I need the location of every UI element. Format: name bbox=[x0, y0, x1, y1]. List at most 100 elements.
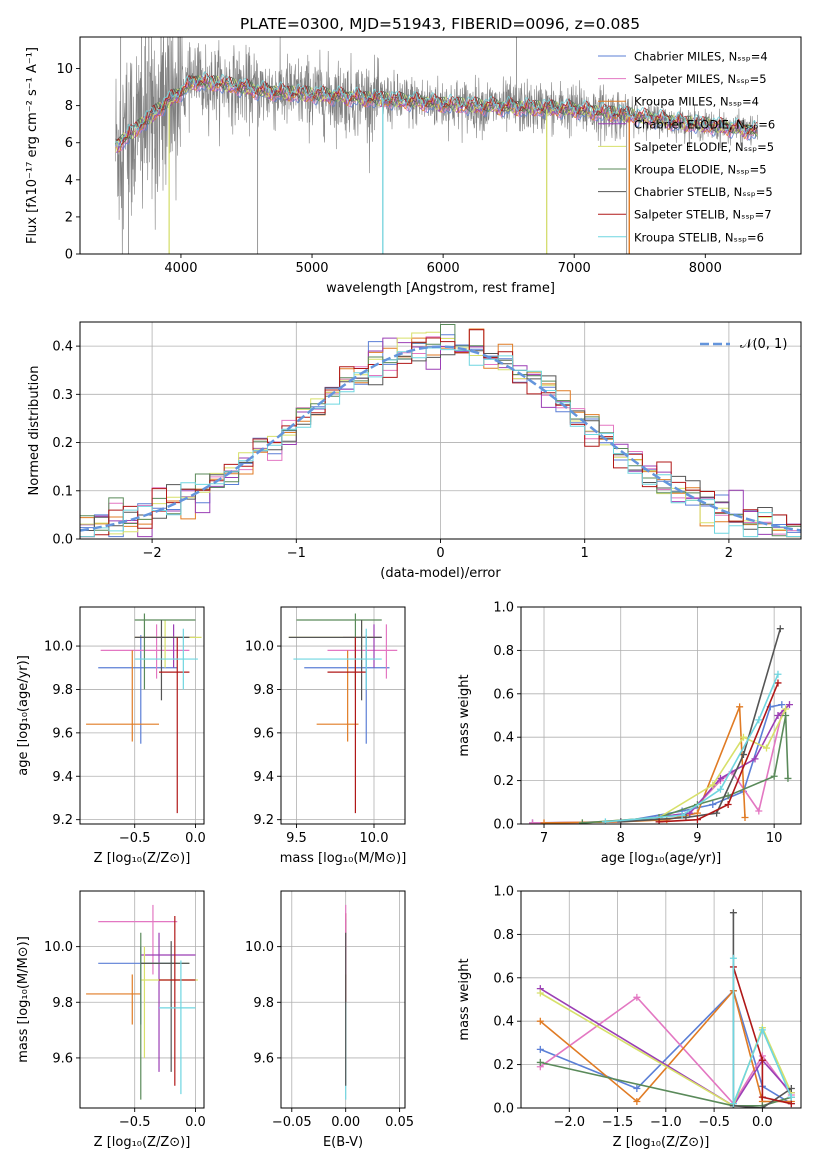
y-tick-label: 9.6 bbox=[253, 726, 274, 741]
weight-marker bbox=[536, 1017, 544, 1025]
y-axis-label: Flux [fλ10⁻¹⁷ erg cm⁻² s⁻¹ A⁻¹] bbox=[25, 47, 40, 244]
weight-marker bbox=[724, 800, 732, 808]
weight-marker bbox=[655, 818, 663, 824]
x-tick-label: 8 bbox=[617, 831, 625, 846]
weight-marker bbox=[536, 1045, 544, 1053]
weight-marker bbox=[755, 807, 763, 815]
y-axis-label: mass weight bbox=[457, 674, 472, 756]
y-tick-label: 9.8 bbox=[52, 996, 73, 1011]
weight-marker bbox=[751, 755, 759, 763]
y-tick-label: 10.0 bbox=[44, 940, 73, 955]
age_vs_Z-panel: −0.5 0.0 9.2 9.4 9.6 9.8 10.0 Z [log₁₀(Z/Z⊙)] ag… bbox=[16, 606, 206, 866]
y-tick-label: 0 bbox=[65, 248, 73, 263]
x-tick-label: 8000 bbox=[689, 261, 722, 276]
y-tick-label: 0.4 bbox=[493, 1015, 514, 1030]
axes-frame bbox=[280, 606, 406, 825]
y-tick-label: 6 bbox=[65, 136, 73, 151]
weight-marker bbox=[633, 993, 641, 1001]
mass_vs_ebv-panel: −0.05 0.00 0.05 9.6 9.8 10.0 E(B-V) bbox=[245, 890, 414, 1150]
y-tick-label: 10.0 bbox=[44, 640, 73, 655]
weight-marker bbox=[739, 733, 747, 741]
y-tick-label: 9.2 bbox=[253, 813, 274, 828]
y-tick-label: 0.4 bbox=[52, 340, 73, 355]
y-tick-label: 0.4 bbox=[493, 731, 514, 746]
y-tick-label: 1.0 bbox=[493, 601, 514, 616]
y-tick-label: 0.1 bbox=[52, 484, 73, 499]
x-tick-label: 7 bbox=[540, 831, 548, 846]
weight-marker bbox=[770, 772, 778, 780]
x-tick-label: 2 bbox=[725, 546, 733, 561]
legend-label: Salpeter MILES, Nₛₛₚ=5 bbox=[634, 72, 767, 86]
axes-frame bbox=[280, 890, 406, 1109]
y-tick-label: 4 bbox=[65, 173, 73, 188]
weight-marker bbox=[784, 774, 792, 782]
x-tick-label: 0.00 bbox=[331, 1115, 360, 1130]
weight-marker bbox=[758, 1104, 766, 1108]
weight-marker bbox=[736, 703, 744, 711]
x-tick-label: −1.0 bbox=[650, 1115, 682, 1130]
weight-marker bbox=[540, 819, 548, 824]
axes-frame bbox=[79, 36, 802, 255]
weight-marker bbox=[716, 774, 724, 782]
weight-marker bbox=[536, 989, 544, 997]
x-tick-label: −2.0 bbox=[553, 1115, 585, 1130]
weight-marker bbox=[729, 1100, 737, 1108]
y-axis-label: Normed distribution bbox=[27, 366, 42, 496]
x-axis-label: (data-model)/error bbox=[380, 566, 501, 581]
axes-frame bbox=[79, 890, 205, 1109]
model-line bbox=[115, 71, 758, 147]
weight-marker bbox=[617, 818, 625, 824]
weight-line bbox=[732, 958, 793, 1104]
weight-marker bbox=[774, 679, 782, 687]
legend-label: Chabrier ELODIE, Nₛₛₚ=6 bbox=[634, 117, 775, 131]
y-axis-label: mass [log₁₀(M/M⊙)] bbox=[16, 936, 31, 1063]
spectrum-panel: 4000 5000 6000 7000 8000 0 2 4 6 8 10 wavelength [A… bbox=[25, 36, 802, 296]
model-line bbox=[115, 73, 758, 146]
axes-frame bbox=[520, 890, 802, 1109]
normal-curve bbox=[80, 345, 801, 532]
weight-marker bbox=[724, 792, 732, 800]
weight-marker bbox=[529, 819, 537, 824]
weight-marker bbox=[678, 811, 686, 819]
y-tick-label: 9.8 bbox=[253, 683, 274, 698]
weight-marker bbox=[633, 1084, 641, 1092]
model-line bbox=[115, 75, 758, 145]
weight-marker bbox=[785, 701, 793, 709]
y-tick-label: 0.6 bbox=[493, 971, 514, 986]
x-tick-label: −0.5 bbox=[119, 831, 151, 846]
y-tick-label: 9.6 bbox=[253, 1051, 274, 1066]
y-tick-label: 0.0 bbox=[52, 533, 73, 548]
weight-marker bbox=[633, 1097, 641, 1105]
weight-marker bbox=[693, 816, 701, 824]
y-tick-label: 0.2 bbox=[52, 436, 73, 451]
x-tick-label: −1.5 bbox=[602, 1115, 634, 1130]
legend-label: Kroupa MILES, Nₛₛₚ=4 bbox=[634, 95, 759, 109]
x-axis-label: Z [log₁₀(Z/Z⊙)] bbox=[94, 1135, 191, 1150]
weight-marker bbox=[778, 701, 786, 709]
y-tick-label: 0.2 bbox=[493, 774, 514, 789]
x-tick-label: 5000 bbox=[295, 261, 328, 276]
y-tick-label: 9.2 bbox=[52, 813, 73, 828]
weight-marker bbox=[536, 1058, 544, 1066]
x-tick-label: 6000 bbox=[427, 261, 460, 276]
weight-marker bbox=[739, 751, 747, 759]
x-tick-label: −1 bbox=[287, 546, 306, 561]
x-tick-label: 10.0 bbox=[360, 831, 389, 846]
weight-marker bbox=[782, 712, 790, 719]
weight-marker bbox=[758, 1026, 766, 1034]
x-tick-label: −0.05 bbox=[272, 1115, 312, 1130]
spectrum-legend: Chabrier MILES, Nₛₛₚ=4 Salpeter MILES, Nₛ… bbox=[598, 50, 775, 244]
y-tick-label: 9.8 bbox=[52, 683, 73, 698]
x-tick-label: 0.0 bbox=[752, 1115, 773, 1130]
y-tick-label: 0.6 bbox=[493, 687, 514, 702]
weight-marker bbox=[787, 1093, 795, 1101]
y-tick-label: 0.0 bbox=[493, 818, 514, 833]
x-tick-label: 10 bbox=[766, 831, 783, 846]
legend-label: Salpeter STELIB, Nₛₛₚ=7 bbox=[634, 208, 772, 222]
weight-marker bbox=[709, 800, 717, 808]
mass_vs_Z-panel: −0.5 0.0 9.6 9.8 10.0 Z [log₁₀(Z/Z⊙)] mass [lo… bbox=[16, 890, 206, 1150]
legend-label: Chabrier MILES, Nₛₛₚ=4 bbox=[634, 50, 768, 64]
x-tick-label: 0.0 bbox=[185, 1115, 206, 1130]
x-tick-label: 4000 bbox=[164, 261, 197, 276]
